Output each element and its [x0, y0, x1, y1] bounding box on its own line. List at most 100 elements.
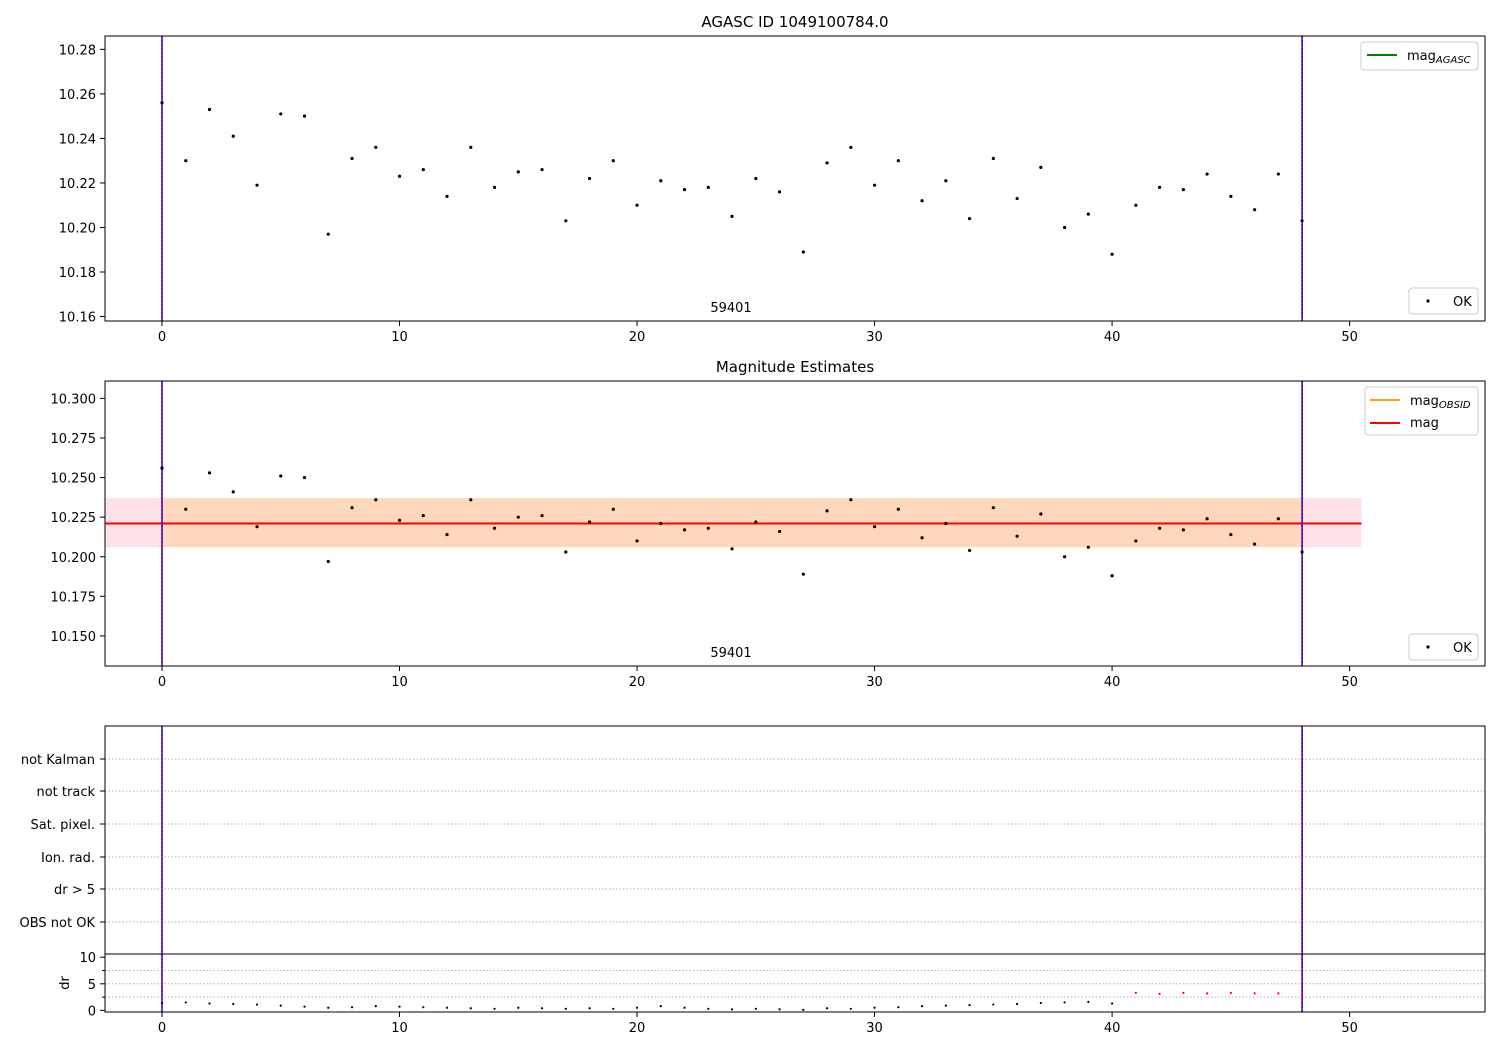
data-point — [611, 507, 615, 511]
data-point — [920, 1005, 924, 1008]
data-point — [611, 159, 615, 163]
agasc-panel-obs-label: 59401 — [710, 301, 751, 316]
data-point — [1229, 991, 1232, 994]
agasc-panel-y-ticks: 10.16 10.18 10.20 10.22 10.24 10.26 10.28 — [59, 43, 105, 326]
data-point — [540, 1007, 544, 1010]
data-point — [706, 526, 710, 530]
data-point — [777, 190, 782, 194]
data-point — [1087, 1000, 1090, 1003]
data-point — [445, 532, 449, 537]
data-point — [777, 529, 782, 534]
data-point — [682, 528, 687, 532]
y-tick-label: 10.200 — [51, 551, 97, 566]
agasc-panel-points — [160, 101, 1304, 256]
data-point — [397, 174, 402, 178]
data-point — [1134, 991, 1137, 994]
data-point — [279, 474, 283, 478]
data-point — [872, 525, 877, 529]
data-point — [849, 145, 853, 149]
magnitude-panel-legend-lower: OK — [1408, 633, 1479, 661]
data-point — [968, 1003, 971, 1007]
data-point — [1062, 555, 1067, 559]
magnitude-panel-x-ticks: 0 10 20 30 40 50 — [158, 666, 1358, 690]
data-point — [1086, 212, 1090, 216]
data-point — [1205, 172, 1209, 176]
data-point — [302, 475, 307, 480]
y-tick-label: 10.175 — [51, 590, 97, 605]
data-point — [707, 1007, 710, 1010]
y-tick-label: 10.24 — [59, 132, 96, 147]
data-point — [1229, 194, 1233, 198]
data-point — [350, 506, 354, 510]
data-point — [350, 1006, 354, 1009]
data-point — [754, 1007, 757, 1010]
data-point — [184, 159, 188, 163]
legend-mag-label: mag — [1410, 416, 1439, 431]
agasc-panel-x-ticks: 0 10 20 30 40 50 — [158, 321, 1358, 345]
data-point — [1110, 252, 1114, 256]
data-point — [1015, 534, 1019, 538]
dr-panel-ylabel: dr — [58, 976, 73, 990]
data-point — [802, 1008, 805, 1011]
data-point — [1039, 165, 1043, 169]
data-point — [1253, 542, 1257, 546]
y-tick-label: 10.16 — [59, 311, 96, 326]
dr-panel-x-ticks: 0 10 20 30 40 50 — [158, 1012, 1358, 1036]
data-point — [374, 145, 378, 149]
data-point — [991, 156, 995, 161]
data-point — [1182, 991, 1185, 994]
data-point — [1276, 172, 1280, 176]
x-tick-label: 50 — [1341, 330, 1358, 345]
dr-panel-y-ticks: 0 5 10 — [79, 951, 105, 1019]
data-point — [208, 1002, 211, 1005]
data-point — [422, 1006, 425, 1009]
legend-ok-marker — [1426, 645, 1430, 649]
data-point — [920, 199, 924, 203]
data-point — [326, 232, 330, 236]
dr-panel-points — [160, 991, 1304, 1011]
magnitude-panel-obs-label: 59401 — [710, 646, 751, 661]
data-point — [635, 1006, 639, 1009]
flag-row-label: OBS not OK — [20, 916, 96, 931]
data-point — [184, 507, 188, 511]
data-point — [1253, 208, 1257, 212]
data-point — [1110, 574, 1114, 578]
data-point — [1205, 992, 1209, 995]
data-point — [659, 1005, 662, 1008]
data-point — [920, 536, 924, 540]
x-tick-label: 30 — [866, 675, 883, 690]
data-point — [1063, 1001, 1066, 1004]
data-point — [683, 1006, 686, 1009]
data-point — [778, 1008, 781, 1011]
data-point — [612, 1007, 615, 1010]
data-point — [1157, 526, 1162, 530]
magnitude-panel-title: Magnitude Estimates — [716, 358, 874, 376]
flag-row-label: dr > 5 — [54, 883, 95, 898]
data-point — [801, 250, 805, 254]
data-point — [350, 156, 354, 161]
data-point — [232, 1002, 235, 1006]
data-point — [1086, 545, 1090, 549]
data-point — [492, 185, 497, 190]
data-point — [1229, 532, 1233, 537]
legend-ok-marker — [1426, 299, 1430, 303]
data-point — [207, 471, 212, 475]
data-point — [184, 1001, 187, 1004]
data-point — [1039, 1001, 1042, 1005]
x-tick-label: 0 — [158, 1021, 166, 1036]
data-point — [635, 203, 639, 207]
data-point — [1110, 1002, 1114, 1005]
data-point — [326, 559, 330, 564]
data-point — [1300, 219, 1304, 223]
x-tick-label: 20 — [629, 675, 646, 690]
data-point — [1157, 185, 1162, 190]
data-point — [873, 1006, 876, 1009]
data-point — [896, 507, 900, 511]
data-point — [849, 1007, 852, 1010]
x-tick-label: 20 — [629, 1021, 646, 1036]
data-point — [1015, 1002, 1019, 1006]
data-point — [327, 1006, 330, 1009]
data-point — [967, 216, 972, 221]
data-point — [849, 498, 853, 502]
